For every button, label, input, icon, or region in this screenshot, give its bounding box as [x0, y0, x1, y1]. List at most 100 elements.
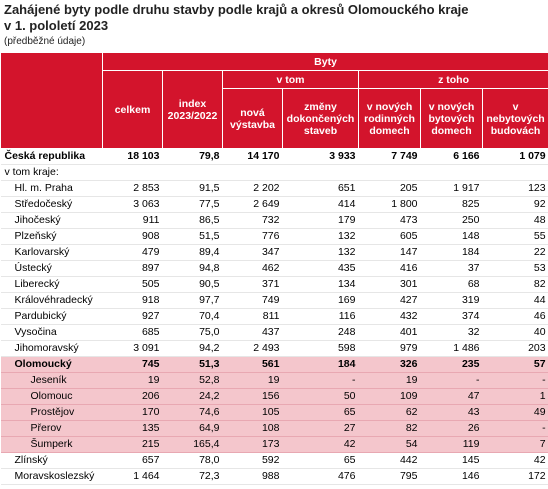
row-label: Karlovarský	[0, 244, 103, 261]
table-cell: 119	[420, 436, 483, 453]
table-cell: 3 933	[282, 148, 359, 165]
table-cell: 42	[482, 452, 548, 469]
table-cell: 123	[482, 180, 548, 197]
table-cell: 90,5	[162, 276, 223, 293]
table-cell: 301	[358, 276, 421, 293]
table-cell: 24,2	[162, 388, 223, 405]
table-row: Liberecký 505 90,5 371 134 301 68 82	[0, 276, 548, 293]
table-cell: 116	[282, 308, 359, 325]
table-cell: 206	[102, 388, 163, 405]
table-row: Pardubický 927 70,4 811 116 432 374 46	[0, 308, 548, 325]
row-label: Jihomoravský	[0, 340, 103, 357]
table-cell: 86,5	[162, 212, 223, 229]
table-cell: 48	[482, 212, 548, 229]
table-cell: 1 486	[420, 340, 483, 357]
table-cell: 179	[282, 212, 359, 229]
table-cell: 19	[358, 372, 421, 389]
table-cell: 148	[420, 228, 483, 245]
table-cell: 427	[358, 292, 421, 309]
table-cell: 173	[222, 436, 283, 453]
table-cell: 825	[420, 196, 483, 213]
table-cell: 479	[102, 244, 163, 261]
title-line: v 1. pololetí 2023	[4, 18, 109, 33]
row-label: Česká republika	[0, 148, 103, 165]
table-body: Česká republika 18 103 79,8 14 170 3 933 7 74…	[0, 148, 548, 485]
title-line: Zahájené byty podle druhu stavby podle k…	[4, 2, 469, 17]
row-label: Plzeňský	[0, 228, 103, 245]
table-cell: 77,5	[162, 196, 223, 213]
row-label: Královéhradecký	[0, 292, 103, 309]
table-row: Moravskoslezský 1 464 72,3 988 476 795 146 172	[0, 468, 548, 485]
row-label: Středočeský	[0, 196, 103, 213]
table-row: Jihočeský 911 86,5 732 179 473 250 48	[0, 212, 548, 229]
data-table: Byty celkem index 2023/2022 v tom z toho…	[0, 52, 548, 485]
table-cell: 476	[282, 468, 359, 485]
table-row: Karlovarský 479 89,4 347 132 147 184 22	[0, 244, 548, 261]
table-cell: 75,0	[162, 324, 223, 341]
table-row: Vysočina 685 75,0 437 248 401 32 40	[0, 324, 548, 341]
table-cell: 91,5	[162, 180, 223, 197]
table-cell: 374	[420, 308, 483, 325]
subtitle: (předběžné údaje)	[4, 36, 86, 47]
table-cell: 776	[222, 228, 283, 245]
table-cell: 416	[358, 260, 421, 277]
table-cell: 1 464	[102, 468, 163, 485]
table-cell: 97,7	[162, 292, 223, 309]
header-cell: z toho	[357, 70, 548, 89]
title: Zahájené byty podle druhu stavby podle k…	[4, 2, 469, 34]
table-cell: 51,3	[162, 356, 223, 373]
table-cell: 911	[102, 212, 163, 229]
table-cell: 184	[282, 356, 359, 373]
table-cell: 135	[102, 420, 163, 437]
header-cell: nová výstavba	[222, 88, 283, 149]
table-cell: 795	[358, 468, 421, 485]
table-cell: 132	[282, 228, 359, 245]
table-cell: 414	[282, 196, 359, 213]
table-cell: 64,9	[162, 420, 223, 437]
table-row: Olomoucký 745 51,3 561 184 326 235 57	[0, 356, 548, 373]
table-cell: 3 063	[102, 196, 163, 213]
table-cell: 132	[282, 244, 359, 261]
table-cell: 248	[282, 324, 359, 341]
table-row: Středočeský 3 063 77,5 2 649 414 1 800 825 92	[0, 196, 548, 213]
table-cell: 988	[222, 468, 283, 485]
table-cell: 47	[420, 388, 483, 405]
table-cell: 134	[282, 276, 359, 293]
table-cell: 89,4	[162, 244, 223, 261]
table-cell: 2 493	[222, 340, 283, 357]
row-label: Prostějov	[0, 404, 103, 421]
table-cell: 22	[482, 244, 548, 261]
table-cell: 205	[358, 180, 421, 197]
table-cell: 49	[482, 404, 548, 421]
table-cell: 918	[102, 292, 163, 309]
table-cell: 18 103	[102, 148, 163, 165]
row-label: Jihočeský	[0, 212, 103, 229]
table-cell: 927	[102, 308, 163, 325]
table-row: Královéhradecký 918 97,7 749 169 427 319 44	[0, 292, 548, 309]
table-cell: 65	[282, 452, 359, 469]
table-row: Ústecký 897 94,8 462 435 416 37 53	[0, 260, 548, 277]
table-row: Přerov 135 64,9 108 27 82 26-	[0, 420, 548, 437]
row-label: Jeseník	[0, 372, 103, 389]
table-cell: 1 800	[358, 196, 421, 213]
header-cell: index 2023/2022	[162, 70, 223, 149]
table-cell: 505	[102, 276, 163, 293]
row-label: Hl. m. Praha	[0, 180, 103, 197]
table-cell: 82	[358, 420, 421, 437]
table-cell: 203	[482, 340, 548, 357]
table-cell: 235	[420, 356, 483, 373]
table-cell: 347	[222, 244, 283, 261]
table-cell: 371	[222, 276, 283, 293]
row-label: Moravskoslezský	[0, 468, 103, 485]
table-cell: 749	[222, 292, 283, 309]
table-cell: 732	[222, 212, 283, 229]
table-cell: 19	[222, 372, 283, 389]
table-row: Jihomoravský 3 091 94,2 2 493 598 979 1 486 203	[0, 340, 548, 357]
table-cell: 70,4	[162, 308, 223, 325]
table-cell: 65	[282, 404, 359, 421]
table-cell: 19	[102, 372, 163, 389]
table-cell: 435	[282, 260, 359, 277]
table-cell: 1 917	[420, 180, 483, 197]
table-cell: 651	[282, 180, 359, 197]
table-cell: 72,3	[162, 468, 223, 485]
